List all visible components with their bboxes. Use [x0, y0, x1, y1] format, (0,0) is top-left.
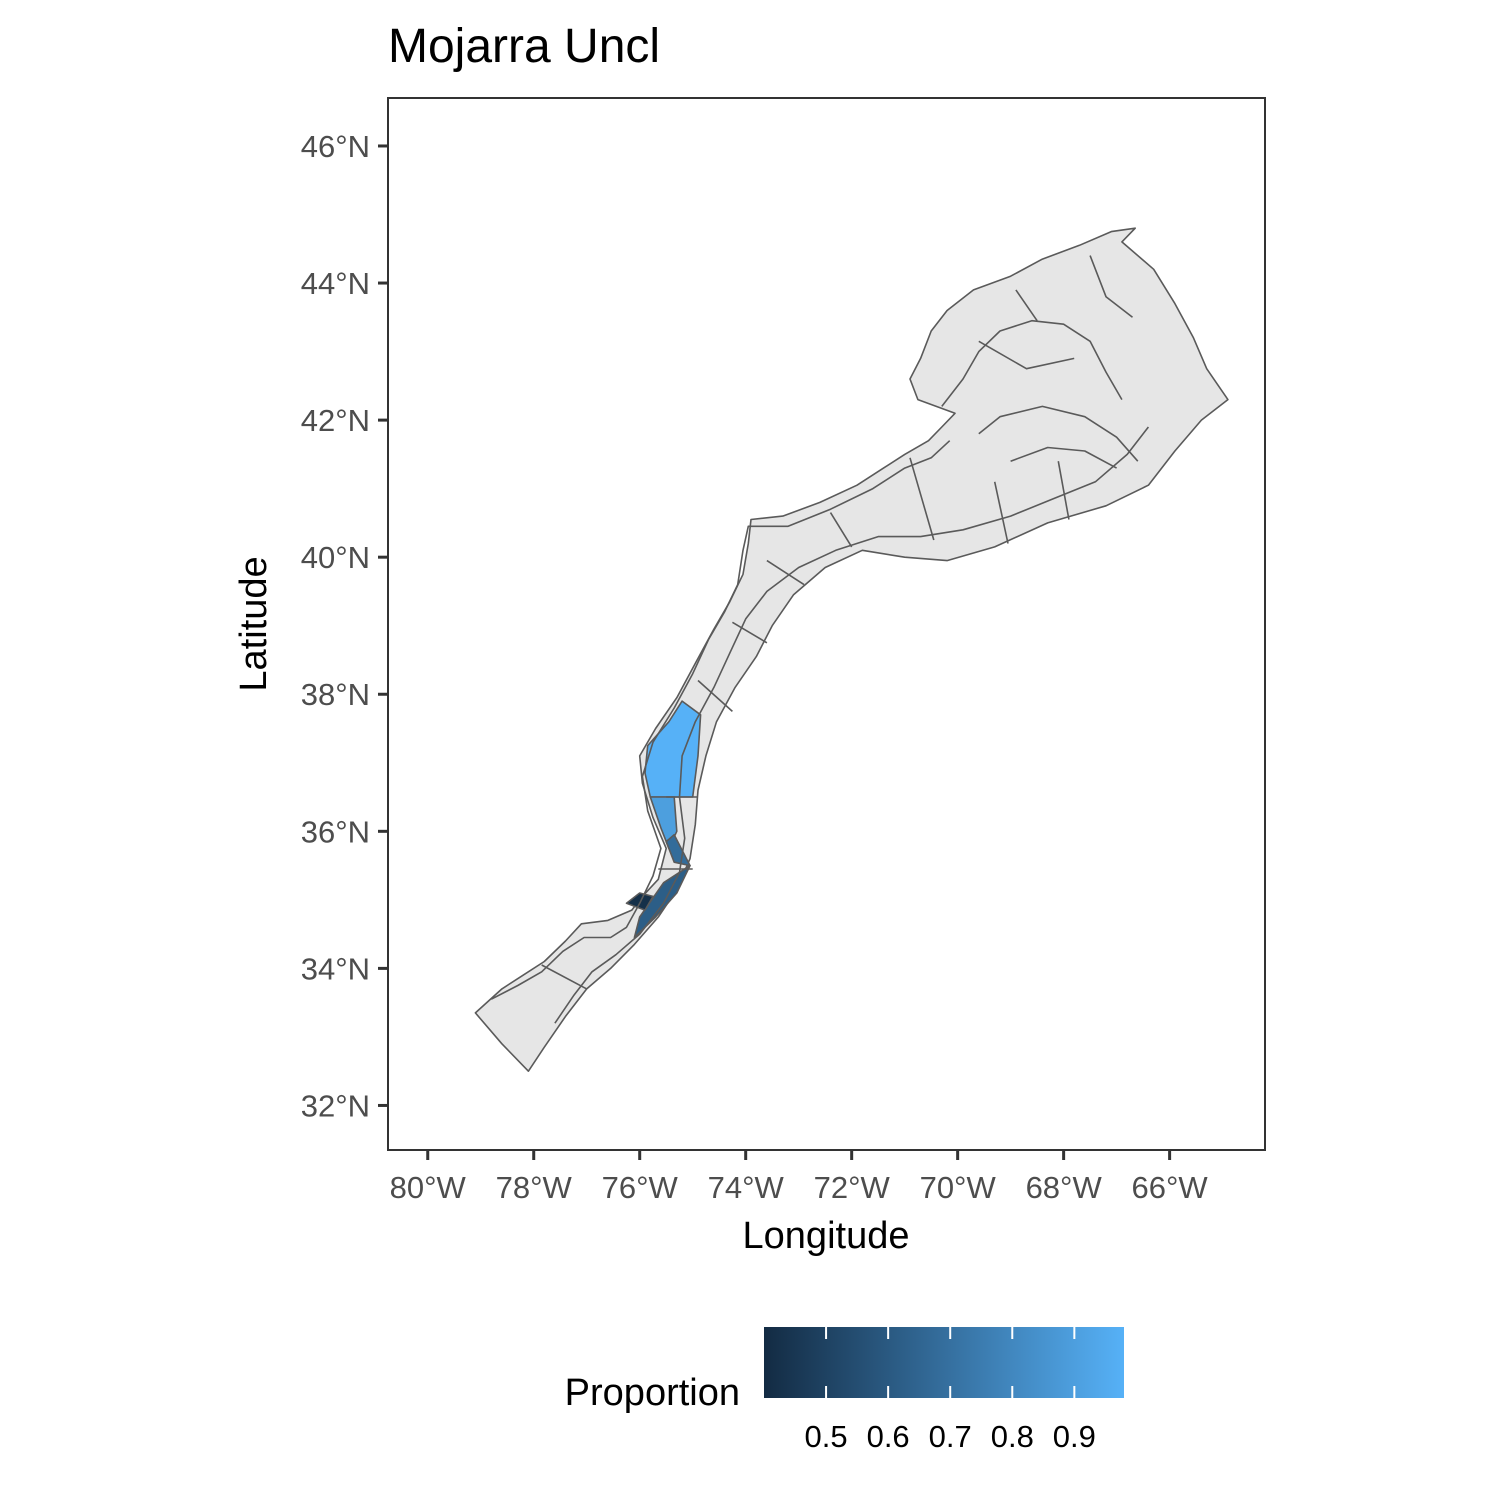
gom-ledge-contour	[978, 405, 1139, 462]
stratum-line-7	[1057, 461, 1070, 520]
stratum-line-3	[731, 621, 768, 644]
george-bank-line	[1010, 446, 1117, 469]
colorbar-tick-label: 0.5	[805, 1419, 848, 1454]
y-tick-label: 46°N	[301, 129, 370, 164]
stratum-line-9	[1015, 289, 1038, 322]
y-tick-label: 34°N	[301, 951, 370, 986]
x-tick-label: 72°W	[814, 1170, 891, 1205]
x-tick-label: 80°W	[390, 1170, 467, 1205]
x-axis-title: Longitude	[743, 1215, 910, 1257]
x-tick-label: 68°W	[1026, 1170, 1103, 1205]
stratum-line-1	[829, 512, 853, 548]
stratum-line-10	[1089, 255, 1133, 318]
stratum-34	[633, 864, 691, 939]
y-axis-title: Latitude	[233, 556, 275, 691]
colorbar-legend: Proportion 0.5 0.6 0.7 0.8 0.9	[565, 1327, 1124, 1454]
chart-title: Mojarra Uncl	[388, 20, 660, 73]
colorbar-tick-label: 0.7	[929, 1419, 972, 1454]
stratum-line-5	[909, 457, 935, 541]
shelf-outline	[474, 227, 1229, 1072]
base-regions-layer	[474, 227, 1229, 1072]
stratum-line-6	[993, 481, 1009, 544]
y-tick-label: 44°N	[301, 266, 370, 301]
y-tick-label: 42°N	[301, 403, 370, 438]
stratum-line-4	[697, 679, 733, 712]
x-tick-label: 76°W	[602, 1170, 679, 1205]
stratum-boundaries-layer	[490, 255, 1150, 1024]
x-tick-label: 66°W	[1132, 1170, 1209, 1205]
legend-title: Proportion	[565, 1372, 740, 1414]
y-axis: 32°N 34°N 36°N 38°N 40°N 42°N 44°N 46°N	[301, 129, 388, 1123]
panel-border	[387, 97, 1266, 1151]
stratum-line-11	[541, 964, 588, 990]
y-tick-label: 38°N	[301, 677, 370, 712]
x-tick-label: 70°W	[920, 1170, 997, 1205]
stratum-37	[644, 700, 702, 798]
stratum-line-2	[766, 559, 805, 586]
colorbar	[764, 1327, 1124, 1398]
colorbar-tick-label: 0.6	[867, 1419, 910, 1454]
colorbar-tick-label: 0.8	[991, 1419, 1034, 1454]
x-tick-label: 78°W	[496, 1170, 573, 1205]
mid-shelf-contour	[554, 426, 1150, 1024]
colorbar-tick-label: 0.9	[1053, 1419, 1096, 1454]
x-axis: 80°W 78°W 76°W 74°W 72°W 70°W 68°W 66°W	[390, 1150, 1209, 1205]
map-panel	[388, 98, 1265, 1150]
y-tick-label: 32°N	[301, 1088, 370, 1123]
x-tick-label: 74°W	[708, 1170, 785, 1205]
gom-basin-contour	[941, 319, 1123, 407]
y-tick-label: 36°N	[301, 814, 370, 849]
inshore-contour	[490, 440, 951, 1000]
colorbar-ticks: 0.5 0.6 0.7 0.8 0.9	[805, 1327, 1096, 1454]
stratum-line-8	[978, 340, 1075, 370]
y-tick-label: 40°N	[301, 540, 370, 575]
